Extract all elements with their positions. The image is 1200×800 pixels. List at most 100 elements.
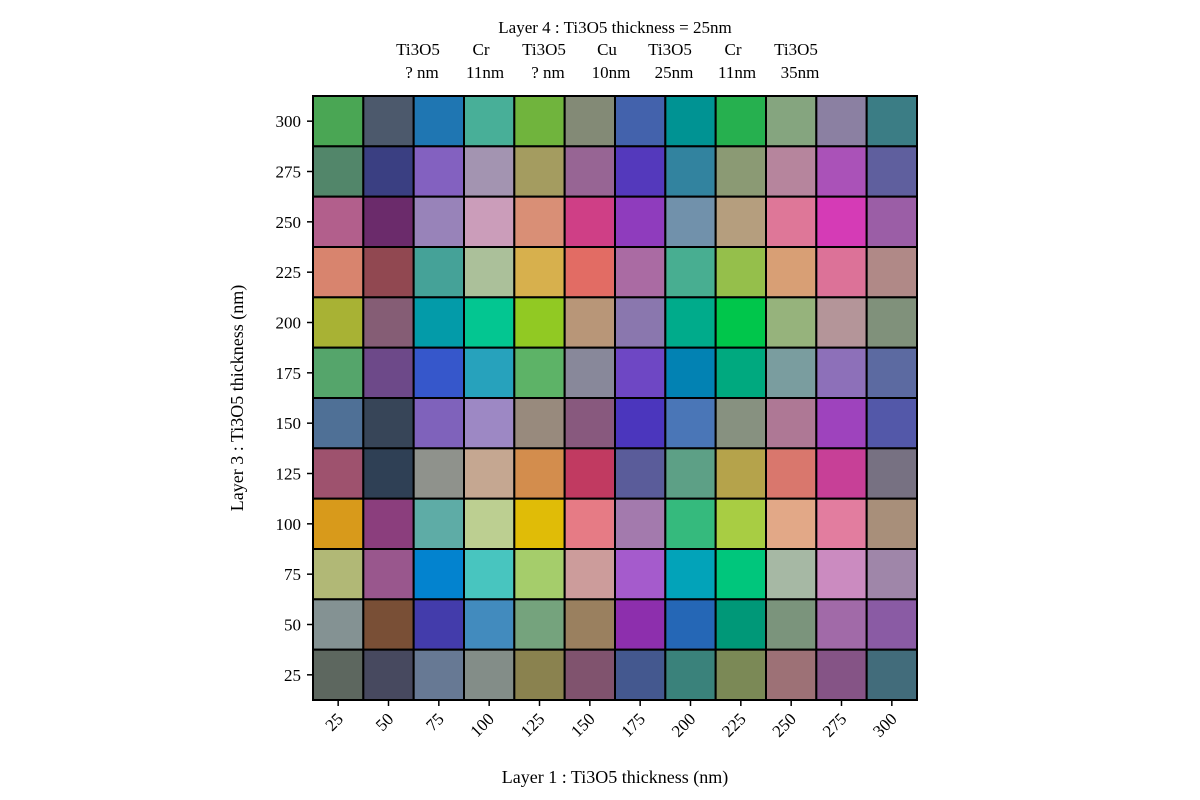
heatmap-cell (865, 447, 919, 500)
x-tick-label: 300 (869, 709, 900, 740)
heatmap-cell (815, 296, 868, 349)
heatmap-cell (362, 548, 415, 601)
heatmap-cell (362, 296, 415, 349)
heatmap-cell (614, 397, 667, 450)
heatmap-cell (513, 548, 566, 601)
heatmap-cell (312, 95, 365, 148)
heatmap-cell (614, 145, 667, 198)
heatmap-cell (563, 548, 617, 601)
x-tick-label: 75 (422, 709, 447, 734)
heatmap-cell (815, 145, 868, 198)
x-tick-label: 225 (718, 709, 749, 740)
layer-thickness-label: 11nm (466, 63, 504, 82)
heatmap-cell (765, 397, 818, 450)
y-axis-label: Layer 3 : Ti3O5 thickness (nm) (227, 285, 248, 512)
heatmap-cell (463, 598, 516, 651)
heatmap-cell (463, 246, 516, 299)
heatmap-cell (412, 548, 465, 601)
heatmap-cell (714, 497, 768, 550)
heatmap-cell (714, 296, 768, 349)
heatmap-cell (765, 346, 818, 399)
heatmap-cell (412, 598, 465, 651)
heatmap-cell (664, 548, 717, 601)
heatmap-cell (714, 397, 768, 450)
layer-material-label: Ti3O5 (648, 40, 692, 59)
heatmap-cell (865, 497, 919, 550)
heatmap-cell (714, 145, 768, 198)
heatmap-cell (714, 246, 768, 299)
heatmap-cell (815, 195, 868, 249)
y-tick-label: 125 (276, 465, 302, 484)
heatmap-cell (765, 497, 818, 550)
heatmap-cell (362, 447, 415, 500)
heatmap-cell (765, 195, 818, 249)
heatmap-cell (563, 145, 617, 198)
heatmap-cell (513, 397, 566, 450)
heatmap-cell (614, 648, 667, 702)
heatmap-cell (362, 598, 415, 651)
x-axis-label: Layer 1 : Ti3O5 thickness (nm) (502, 767, 729, 788)
heatmap-cell (765, 447, 818, 500)
layer-thickness-label: 10nm (592, 63, 631, 82)
heatmap-cell (815, 648, 868, 702)
heatmap-cell (664, 648, 717, 702)
heatmap-cell (664, 346, 717, 399)
heatmap-cell (664, 296, 717, 349)
heatmap-cell (865, 95, 919, 148)
heatmap-cell (765, 598, 818, 651)
heatmap-cell (865, 548, 919, 601)
heatmap-cell (765, 648, 818, 702)
heatmap-cell (664, 447, 717, 500)
heatmap-cell (714, 195, 768, 249)
heatmap-cell (362, 246, 415, 299)
heatmap-cell (563, 497, 617, 550)
heatmap-cell (412, 246, 465, 299)
heatmap-cell (765, 548, 818, 601)
heatmap-cell (865, 648, 919, 702)
heatmap-cell (463, 346, 516, 399)
heatmap-cell (362, 497, 415, 550)
heatmap-cell (664, 397, 717, 450)
heatmap-cell (563, 95, 617, 148)
heatmap-cell (312, 397, 365, 450)
heatmap-cell (513, 95, 566, 148)
layer-material-label: Ti3O5 (396, 40, 440, 59)
y-tick-label: 25 (284, 666, 301, 685)
heatmap-cell (664, 145, 717, 198)
heatmap-cell (815, 397, 868, 450)
heatmap-cell (463, 397, 516, 450)
y-tick-label: 200 (276, 314, 302, 333)
heatmap-cell (463, 548, 516, 601)
heatmap-cell (815, 598, 868, 651)
heatmap-cell (815, 246, 868, 299)
heatmap-cell (865, 195, 919, 249)
heatmap-cell (765, 145, 818, 198)
heatmap-cell (513, 497, 566, 550)
heatmap-cell (312, 246, 365, 299)
heatmap-cell (362, 195, 415, 249)
heatmap-cell (664, 246, 717, 299)
heatmap-cell (463, 296, 516, 349)
heatmap-cell (412, 346, 465, 399)
heatmap-cell (362, 397, 415, 450)
heatmap-cell (312, 346, 365, 399)
heatmap-cell (664, 195, 717, 249)
heatmap-cell (312, 195, 365, 249)
heatmap-cell (815, 548, 868, 601)
heatmap-cell (865, 296, 919, 349)
heatmap-cell (563, 195, 617, 249)
heatmap-cell (513, 648, 566, 702)
x-tick-label: 100 (467, 709, 498, 740)
heatmap-cell (614, 548, 667, 601)
y-tick-label: 175 (276, 364, 302, 383)
heatmap-cell (865, 145, 919, 198)
layer-material-label: Ti3O5 (774, 40, 818, 59)
heatmap-cell (563, 598, 617, 651)
x-tick-label: 250 (769, 709, 800, 740)
layer-thickness-label: 35nm (781, 63, 820, 82)
heatmap-cell (513, 598, 566, 651)
x-axis: 25 50 75 100 125 150 175 200 225 250 275 300 (322, 700, 901, 741)
x-tick-label: 50 (372, 709, 397, 734)
heatmap-cell (312, 598, 365, 651)
